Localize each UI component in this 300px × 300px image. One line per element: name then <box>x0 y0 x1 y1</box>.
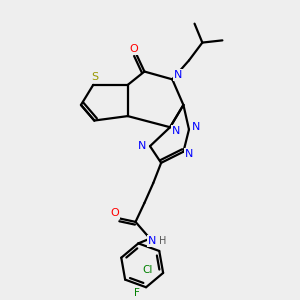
Text: N: N <box>138 141 146 151</box>
Text: H: H <box>159 236 166 246</box>
Text: S: S <box>91 72 98 82</box>
Text: Cl: Cl <box>142 265 153 275</box>
Text: O: O <box>110 208 119 218</box>
Text: N: N <box>171 126 180 136</box>
Text: N: N <box>185 149 193 159</box>
Text: F: F <box>134 288 140 298</box>
Text: O: O <box>129 44 138 54</box>
Text: N: N <box>174 70 182 80</box>
Text: N: N <box>148 236 156 246</box>
Text: N: N <box>191 122 200 132</box>
